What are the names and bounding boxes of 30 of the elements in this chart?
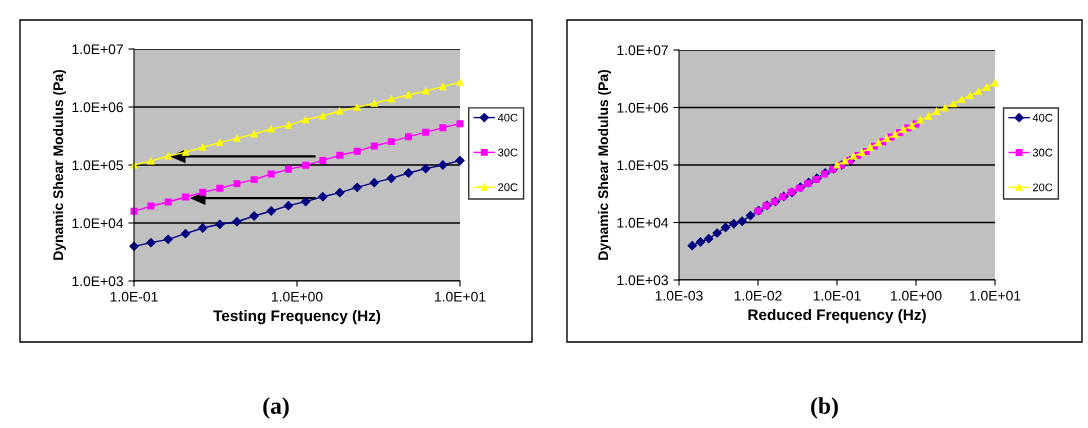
x-tick-label: 1.0E-02 <box>734 290 782 301</box>
legend-label: 40C <box>497 113 518 122</box>
y-axis-title: Dynamic Shear Modulus (Pa) <box>597 69 611 260</box>
text: (a) <box>263 397 289 419</box>
x-tick-label: 1.0E-01 <box>110 291 158 302</box>
x-axis-title: Reduced Frequency (Hz) <box>748 308 926 324</box>
x-tick-label: 1.0E+00 <box>271 291 323 302</box>
y-tick-label: 1.0E+05 <box>617 160 668 171</box>
y-tick-label: 1.0E+06 <box>617 102 668 113</box>
legend-label: 30C <box>1032 148 1053 157</box>
y-tick-label: 1.0E+03 <box>617 275 668 286</box>
y-tick-label: 1.0E+05 <box>72 160 123 171</box>
legend-label: 30C <box>498 148 518 157</box>
legend-label: 20C <box>498 183 518 192</box>
legend-label: 40C <box>1032 113 1053 122</box>
x-tick-label: 1.0E+01 <box>969 290 1021 301</box>
x-tick-label: 1.0E+00 <box>890 290 942 301</box>
x-axis-title: Testing Frequency (Hz) <box>213 309 381 325</box>
y-tick-label: 1.0E+04 <box>72 218 124 229</box>
y-tick-label: 1.0E+03 <box>72 276 123 287</box>
x-tick-label: 1.0E-01 <box>813 290 861 301</box>
text: (b) <box>811 397 838 419</box>
x-tick-label: 1.0E+01 <box>434 291 486 302</box>
y-tick-label: 1.0E+06 <box>72 102 123 113</box>
legend-label: 20C <box>1032 183 1053 192</box>
y-axis-title: Dynamic Shear Modulus (Pa) <box>52 69 66 260</box>
y-tick-label: 1.0E+07 <box>617 45 668 56</box>
y-tick-label: 1.0E+07 <box>72 44 123 55</box>
y-tick-label: 1.0E+04 <box>617 217 669 228</box>
x-tick-label: 1.0E-03 <box>655 290 703 301</box>
